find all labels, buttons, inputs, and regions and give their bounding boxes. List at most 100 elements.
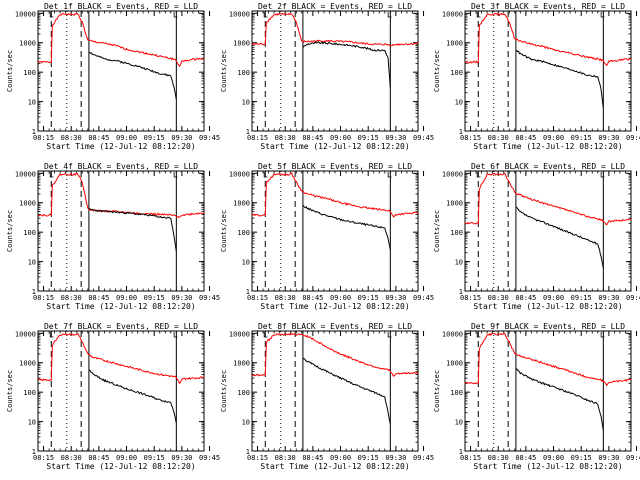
detector-panel-1: Det_1f BLACK = Events, RED = LLD 1 10 100 10…	[6, 2, 220, 151]
y-tick-label: 100	[237, 229, 250, 237]
x-tick-label: 09:00	[116, 294, 137, 302]
interval-bracket	[387, 12, 392, 18]
y-tick-label: 1	[246, 448, 250, 456]
x-tick-label: 09:15	[571, 134, 592, 142]
x-tick-label: 08:15	[33, 134, 54, 142]
y-tick-label: 10000	[229, 10, 250, 18]
y-tick-label: 1	[459, 288, 463, 296]
x-axis-label: Start Time (12-Jul-12 08:12:20)	[260, 302, 409, 311]
x-tick-label: 08:30	[275, 134, 296, 142]
events-rate-line	[302, 204, 391, 250]
x-tick-label: 09:45	[199, 134, 220, 142]
x-axis-label: Start Time (12-Jul-12 08:12:20)	[473, 462, 622, 471]
interval-bracket	[600, 172, 605, 178]
interval-bracket	[173, 12, 178, 18]
x-axis-label: Start Time (12-Jul-12 08:12:20)	[46, 142, 195, 151]
y-axis-label: Counts/sec	[220, 210, 228, 252]
y-axis-label: Counts/sec	[220, 370, 228, 412]
interval-bracket	[476, 12, 481, 18]
x-tick-label: 09:00	[116, 134, 137, 142]
lld-rate-line	[251, 332, 419, 377]
x-tick-label: 08:45	[302, 294, 323, 302]
interval-bracket	[387, 332, 392, 338]
x-tick-label: 09:15	[144, 134, 165, 142]
y-axis-label: Counts/sec	[6, 210, 14, 252]
y-axis-label: Counts/sec	[433, 50, 441, 92]
interval-bracket	[49, 332, 54, 338]
y-tick-label: 1	[32, 448, 36, 456]
y-tick-label: 1	[32, 128, 36, 136]
y-tick-label: 10000	[442, 10, 463, 18]
x-tick-label: 09:45	[626, 454, 640, 462]
x-tick-label: 08:30	[61, 454, 82, 462]
interval-bracket	[263, 12, 268, 18]
y-tick-label: 10	[455, 99, 463, 107]
plot-frame	[251, 170, 419, 292]
y-tick-label: 10	[455, 419, 463, 427]
x-tick-label: 08:45	[302, 454, 323, 462]
x-tick-label: 09:45	[413, 294, 434, 302]
y-tick-label: 100	[23, 389, 36, 397]
events-rate-line	[515, 49, 604, 109]
lld-rate-line	[251, 12, 419, 47]
x-tick-label: 08:30	[275, 294, 296, 302]
y-tick-label: 10000	[15, 170, 36, 178]
events-rate-line	[515, 206, 604, 269]
x-tick-label: 08:45	[302, 134, 323, 142]
x-axis-label: Start Time (12-Jul-12 08:12:20)	[260, 462, 409, 471]
panel-title: Det_3f BLACK = Events, RED = LLD	[471, 2, 625, 11]
y-tick-label: 10000	[229, 330, 250, 338]
x-tick-label: 09:15	[358, 134, 379, 142]
interval-bracket	[600, 332, 605, 338]
x-tick-label: 09:15	[144, 454, 165, 462]
y-tick-label: 1000	[19, 360, 36, 368]
x-tick-label: 09:45	[413, 134, 434, 142]
y-tick-label: 1000	[19, 200, 36, 208]
x-tick-label: 08:30	[61, 134, 82, 142]
x-tick-label: 08:15	[33, 294, 54, 302]
panel-title: Det_6f BLACK = Events, RED = LLD	[471, 162, 625, 171]
detector-panel-8: Det_8f BLACK = Events, RED = LLD 1 10 100 10…	[220, 322, 434, 471]
x-tick-label: 09:30	[598, 454, 619, 462]
y-tick-label: 100	[23, 69, 36, 77]
y-tick-label: 100	[237, 69, 250, 77]
x-tick-label: 08:30	[488, 454, 509, 462]
interval-bracket	[387, 172, 392, 178]
x-tick-label: 09:45	[199, 294, 220, 302]
x-tick-label: 08:15	[460, 454, 481, 462]
events-rate-line	[302, 41, 391, 88]
y-tick-label: 10	[455, 259, 463, 267]
x-axis-label: Start Time (12-Jul-12 08:12:20)	[46, 302, 195, 311]
x-tick-label: 09:45	[626, 134, 640, 142]
y-tick-label: 100	[450, 229, 463, 237]
x-tick-label: 09:15	[571, 454, 592, 462]
interval-bracket	[49, 172, 54, 178]
y-tick-label: 100	[450, 389, 463, 397]
y-tick-label: 1	[246, 128, 250, 136]
panel-title: Det_1f BLACK = Events, RED = LLD	[44, 2, 198, 11]
events-rate-line	[302, 357, 391, 425]
y-tick-label: 100	[450, 69, 463, 77]
interval-bracket	[173, 332, 178, 338]
plot-frame	[464, 330, 632, 452]
detector-panel-7: Det_7f BLACK = Events, RED = LLD 1 10 100 10…	[6, 322, 220, 471]
x-tick-label: 08:15	[33, 454, 54, 462]
x-tick-label: 09:15	[144, 294, 165, 302]
x-tick-label: 09:45	[413, 454, 434, 462]
plot-frame	[251, 330, 419, 452]
plot-frame	[37, 10, 205, 132]
lld-rate-line	[37, 12, 205, 68]
y-tick-label: 10000	[442, 330, 463, 338]
lld-rate-line	[464, 332, 632, 387]
y-tick-label: 1	[459, 448, 463, 456]
detector-panel-3: Det_3f BLACK = Events, RED = LLD 1 10 100 10…	[433, 2, 640, 151]
x-tick-label: 08:45	[88, 454, 109, 462]
x-tick-label: 08:45	[88, 134, 109, 142]
interval-bracket	[476, 332, 481, 338]
x-tick-label: 08:30	[275, 454, 296, 462]
x-tick-label: 09:15	[358, 454, 379, 462]
x-tick-label: 09:30	[385, 294, 406, 302]
x-tick-label: 08:30	[488, 294, 509, 302]
events-rate-line	[515, 368, 604, 431]
x-tick-label: 09:00	[116, 454, 137, 462]
